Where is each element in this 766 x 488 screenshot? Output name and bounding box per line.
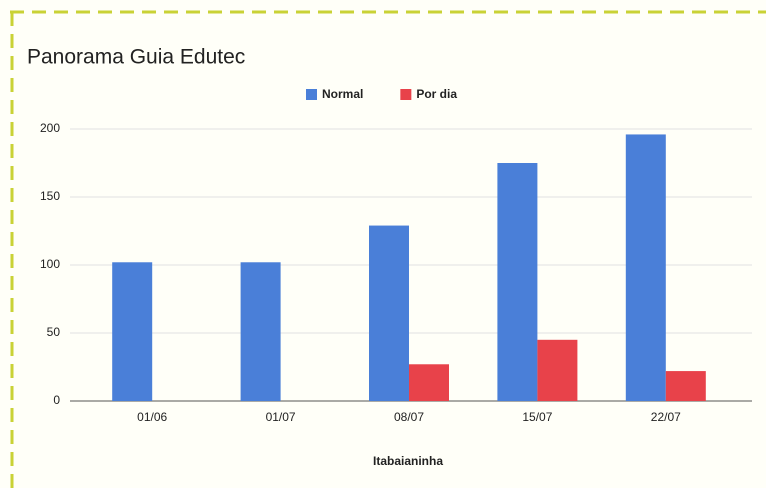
- x-axis-label: Itabaianinha: [373, 454, 443, 468]
- legend-label: Normal: [322, 87, 363, 101]
- bar: [240, 262, 281, 401]
- legend-swatch: [400, 89, 412, 100]
- legend-swatch: [306, 89, 317, 100]
- legend-label: Por dia: [416, 87, 457, 101]
- bar: [625, 134, 666, 401]
- bar: [409, 364, 449, 401]
- y-tick-label: 150: [40, 189, 60, 203]
- y-tick-label: 100: [40, 257, 60, 271]
- bar: [665, 371, 706, 401]
- bar: [112, 262, 153, 401]
- y-tick-label: 50: [47, 325, 61, 339]
- bar: [537, 339, 578, 401]
- x-tick-label: 15/07: [522, 410, 552, 424]
- x-tick-label: 01/06: [137, 410, 167, 424]
- x-tick-label: 08/07: [394, 410, 424, 424]
- bar: [369, 225, 409, 401]
- chart-title: Panorama Guia Edutec: [27, 46, 245, 69]
- x-tick-label: 01/07: [266, 410, 296, 424]
- bar: [497, 163, 538, 401]
- y-tick-label: 0: [53, 393, 60, 407]
- y-tick-label: 200: [40, 121, 60, 135]
- x-tick-label: 22/07: [651, 410, 681, 424]
